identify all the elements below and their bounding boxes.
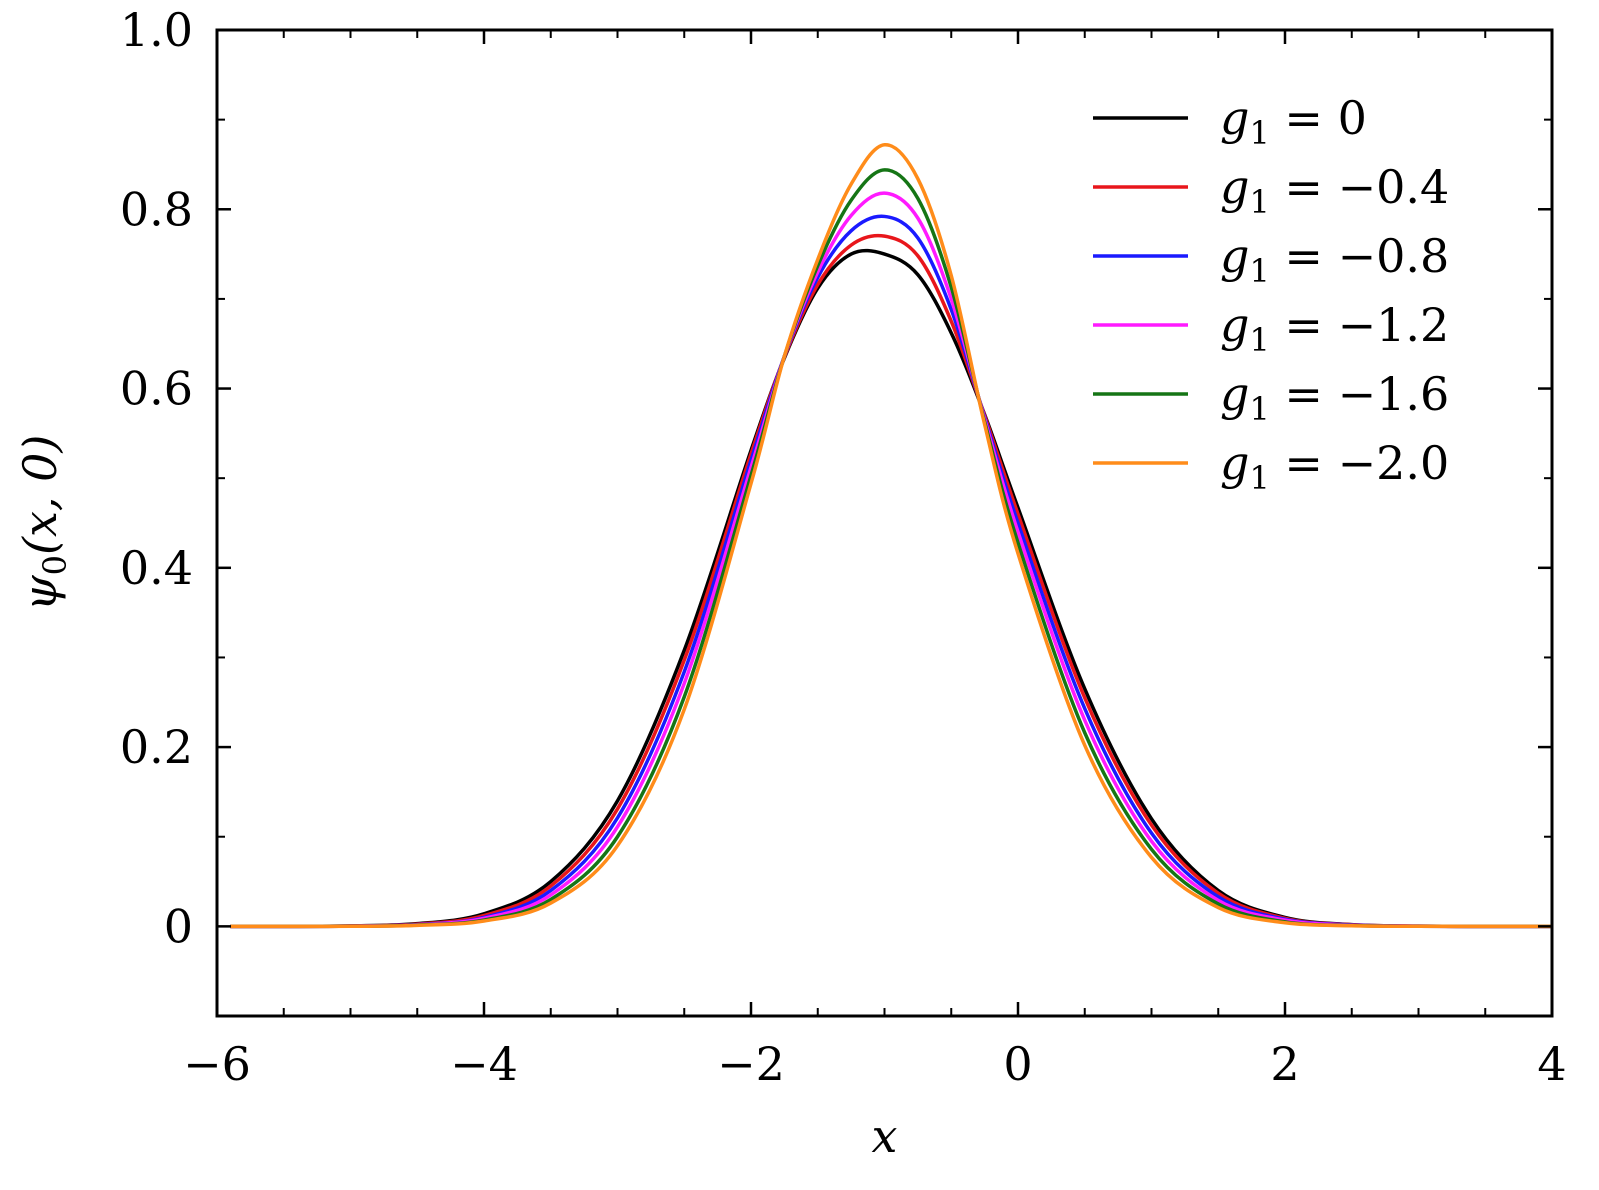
legend-subscript: 1 [1249,390,1269,428]
series-line-3 [230,191,1553,929]
x-axis-title: x [872,1109,898,1163]
legend-label: g1 = 0 [1220,91,1367,152]
y-tick-label: 0.2 [120,720,193,774]
legend-symbol: g [1220,436,1249,490]
legend-value: = −1.6 [1270,367,1450,421]
y-axis-title-subscript: 0 [36,555,74,575]
series-group [230,142,1553,929]
legend-subscript: 1 [1249,321,1269,359]
y-tick-label: 0.8 [120,182,193,236]
ticks-group: −6 −4 −2 0 2 4 0 0.2 0.4 0.6 0.8 1.0 [120,3,1567,1091]
legend-subscript: 1 [1249,459,1269,497]
x-tick-label: 4 [1537,1037,1566,1091]
y-axis-title: ψ0(x, 0) [13,435,74,612]
x-tick-label: 0 [1003,1037,1032,1091]
legend-value: = 0 [1270,91,1367,145]
legend-value: = −2.0 [1270,436,1450,490]
x-tick-label: −2 [717,1037,785,1091]
legend-symbol: g [1220,160,1249,214]
y-tick-label: 1.0 [120,3,193,57]
x-tick-label: −6 [183,1037,251,1091]
legend-symbol: g [1220,298,1249,352]
legend-label: g1 = −0.8 [1220,229,1449,290]
legend-subscript: 1 [1249,183,1269,221]
legend-label: g1 = −1.6 [1220,367,1449,428]
y-axis-title-symbol: ψ [13,574,67,611]
legend-label: g1 = −0.4 [1220,160,1449,221]
legend-value: = −1.2 [1270,298,1450,352]
legend-value: = −0.8 [1270,229,1450,283]
legend-label: g1 = −1.2 [1220,298,1449,359]
y-tick-label: 0.4 [120,541,193,595]
y-axis-title-rest: (x, 0) [13,435,67,555]
legend-symbol: g [1220,229,1249,283]
legend-subscript: 1 [1249,114,1269,152]
legend-label: g1 = −2.0 [1220,436,1449,497]
legend-symbol: g [1220,91,1249,145]
legend: g1 = 0g1 = −0.4g1 = −0.8g1 = −1.2g1 = −1… [1093,91,1449,497]
legend-symbol: g [1220,367,1249,421]
x-tick-label: 2 [1270,1037,1299,1091]
legend-value: = −0.4 [1270,160,1450,214]
x-tick-label: −4 [450,1037,518,1091]
y-tick-label: 0.6 [120,362,193,416]
y-tick-label: 0 [164,899,193,953]
legend-subscript: 1 [1249,252,1269,290]
series-line-5 [230,142,1553,929]
series-line-4 [230,168,1553,929]
